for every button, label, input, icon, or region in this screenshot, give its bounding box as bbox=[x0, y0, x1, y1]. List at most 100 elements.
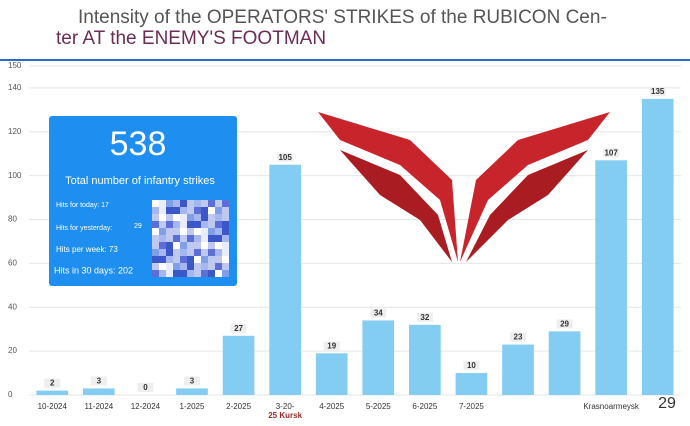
value-label: 2 bbox=[50, 379, 55, 388]
pixel bbox=[187, 235, 194, 242]
pixel bbox=[187, 207, 194, 214]
pixel bbox=[222, 249, 229, 256]
pixel bbox=[187, 270, 194, 277]
bar bbox=[222, 335, 255, 395]
pixel bbox=[187, 263, 194, 270]
pixel bbox=[201, 242, 208, 249]
bar bbox=[362, 320, 395, 395]
pixel bbox=[159, 235, 166, 242]
x-tick-label: 11-2024 bbox=[84, 402, 113, 411]
pixel bbox=[194, 228, 201, 235]
pixel bbox=[201, 221, 208, 228]
pixel bbox=[173, 214, 180, 221]
value-label-bg bbox=[649, 86, 666, 96]
value-label-bg bbox=[44, 378, 61, 388]
pixel bbox=[187, 228, 194, 235]
bar bbox=[36, 390, 69, 395]
chart-title: Intensity of the OPERATORS' STRIKES of t… bbox=[78, 7, 607, 28]
pixel bbox=[152, 249, 159, 256]
pixel bbox=[152, 228, 159, 235]
pixel bbox=[173, 221, 180, 228]
bar bbox=[502, 344, 534, 395]
total: 538 bbox=[110, 125, 167, 163]
value-label-bg bbox=[90, 376, 107, 386]
pixel bbox=[201, 214, 208, 221]
pixel bbox=[222, 200, 229, 207]
y-tick-label: 40 bbox=[8, 302, 17, 311]
value-label: 105 bbox=[278, 153, 292, 162]
pixel bbox=[173, 235, 180, 242]
value-label: 3 bbox=[97, 377, 102, 386]
y-tick-label: 100 bbox=[8, 171, 22, 180]
pixel bbox=[159, 207, 166, 214]
pixel bbox=[194, 242, 201, 249]
x-tick-label: 3-20- bbox=[276, 402, 295, 411]
bar bbox=[595, 160, 627, 395]
pixel bbox=[194, 249, 201, 256]
total-label: Total number of infantry strikes bbox=[65, 175, 215, 187]
value-label-bg bbox=[184, 376, 200, 386]
pixel bbox=[173, 270, 180, 277]
pixel bbox=[152, 235, 159, 242]
pixel bbox=[201, 207, 208, 214]
pixel bbox=[222, 228, 229, 235]
pixel bbox=[152, 263, 159, 270]
pixel bbox=[222, 235, 229, 242]
pixel bbox=[222, 263, 229, 270]
pixel bbox=[215, 228, 222, 235]
pixel bbox=[201, 256, 208, 263]
bar bbox=[176, 388, 208, 395]
pixel bbox=[194, 256, 201, 263]
x-tick-label: 7-2025 bbox=[459, 402, 484, 411]
value-label: 10 bbox=[467, 361, 476, 370]
pixel bbox=[194, 207, 201, 214]
pixel bbox=[166, 214, 173, 221]
pixel bbox=[208, 235, 215, 242]
pixel bbox=[222, 270, 229, 277]
pixel bbox=[166, 263, 173, 270]
pixel bbox=[208, 256, 215, 263]
y-tick-label: 60 bbox=[8, 259, 17, 268]
value-label: 32 bbox=[420, 313, 429, 322]
pixel bbox=[187, 256, 194, 263]
bar bbox=[548, 331, 581, 395]
value-label: 135 bbox=[651, 87, 665, 96]
y-tick-label: 150 bbox=[8, 61, 22, 70]
x-tick-label: 4-2025 bbox=[319, 402, 344, 411]
chart-title: ter AT the ENEMY'S FOOTMAN bbox=[56, 28, 326, 49]
pixel bbox=[180, 214, 187, 221]
bar bbox=[455, 373, 488, 395]
pixel bbox=[215, 249, 222, 256]
pixel bbox=[201, 263, 208, 270]
pixel bbox=[180, 235, 187, 242]
pixel bbox=[208, 242, 215, 249]
x-tick-label: 6-2025 bbox=[412, 402, 437, 411]
bar bbox=[409, 324, 441, 395]
pixel bbox=[215, 242, 222, 249]
value-label: 34 bbox=[374, 309, 383, 318]
pixel bbox=[187, 249, 194, 256]
pixel bbox=[173, 228, 180, 235]
pixel bbox=[159, 242, 166, 249]
pixel bbox=[215, 235, 222, 242]
x-tick-label: 2-2025 bbox=[226, 402, 251, 411]
value-label-bg bbox=[416, 312, 433, 322]
value-label: 23 bbox=[514, 333, 523, 342]
y-tick-label: 0 bbox=[8, 390, 13, 399]
pixel bbox=[173, 200, 180, 207]
pixel bbox=[222, 242, 229, 249]
pixel bbox=[159, 221, 166, 228]
pixel bbox=[201, 228, 208, 235]
pixel bbox=[194, 263, 201, 270]
pixel bbox=[159, 263, 166, 270]
value-label-bg bbox=[603, 148, 620, 158]
y-tick-label: 20 bbox=[8, 346, 17, 355]
pixel bbox=[173, 242, 180, 249]
pixel bbox=[180, 221, 187, 228]
x-tick-label: 1-2025 bbox=[180, 402, 205, 411]
pixel bbox=[194, 270, 201, 277]
pixel bbox=[201, 200, 208, 207]
bar bbox=[83, 388, 115, 395]
pixel bbox=[152, 214, 159, 221]
value-label-bg bbox=[137, 383, 154, 392]
